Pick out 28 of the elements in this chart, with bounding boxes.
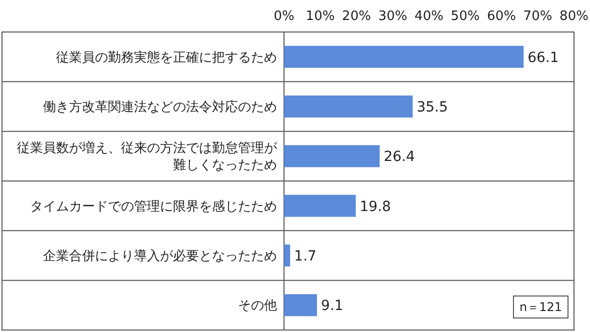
x-tick-label: 10% [306, 9, 335, 24]
y-tick-label: 従業員の勤務実態を正確に把するため [56, 49, 277, 66]
y-tick-label: タイムカードでの管理に限界を感じたため [30, 199, 277, 214]
y-tick-label: 従業員数が増え、従来の方法では勤怠管理が難しくなったため [17, 140, 278, 174]
data-label: 26.4 [384, 149, 415, 166]
x-tick-label: 70% [523, 9, 552, 24]
bar [284, 294, 317, 316]
y-tick-label: 働き方改革関連法などの法令対応のため [43, 99, 277, 115]
bar [284, 96, 413, 118]
bar [284, 244, 290, 266]
x-tick-label: 80% [560, 9, 588, 24]
data-label: 35.5 [416, 100, 448, 116]
x-tick-label: 50% [450, 9, 480, 24]
data-label: 9.1 [320, 298, 344, 314]
bar [284, 194, 356, 217]
x-tick-label: 40% [414, 9, 444, 24]
data-label: 19.8 [360, 198, 391, 215]
bar [284, 46, 524, 68]
data-label: 66.1 [528, 50, 559, 66]
x-tick-label: 0% [274, 9, 294, 24]
y-tick-label: 企業合併により導入が必要となったため [43, 249, 277, 264]
x-tick-label: 30% [378, 9, 408, 24]
x-tick-label: 20% [342, 9, 371, 24]
annotation: n＝121 [519, 300, 562, 314]
y-tick-label: その他 [238, 298, 277, 314]
x-tick-label: 60% [487, 9, 516, 24]
data-label: 1.7 [294, 248, 316, 264]
bar [284, 145, 380, 168]
